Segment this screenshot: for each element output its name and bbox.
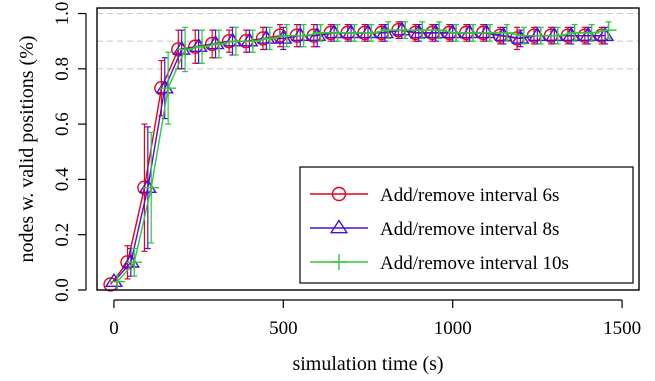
x-axis-title: simulation time (s) xyxy=(292,353,443,375)
legend-box xyxy=(299,166,634,284)
legend-label: Add/remove interval 8s xyxy=(380,219,559,240)
data-point-plus xyxy=(465,24,482,41)
data-point-plus xyxy=(549,27,566,44)
y-axis-title: nodes w. valid positions (%) xyxy=(16,35,38,262)
data-point-plus xyxy=(600,22,617,39)
x-tick-label: 0 xyxy=(109,318,119,339)
data-point-plus xyxy=(227,33,244,50)
data-point-plus xyxy=(532,27,549,44)
data-point-plus xyxy=(331,254,347,270)
data-point-plus xyxy=(346,24,363,41)
data-point-plus xyxy=(261,30,278,47)
data-point-plus xyxy=(278,27,295,44)
legend-entry: Add/remove interval 10s xyxy=(310,253,569,274)
x-tick-label: 500 xyxy=(269,318,298,339)
legend-label: Add/remove interval 10s xyxy=(380,253,569,274)
y-tick-label: 1.0 xyxy=(52,2,73,26)
data-point-plus xyxy=(380,22,397,39)
series-layer xyxy=(103,21,617,292)
y-axis: 0.0 0.2 0.4 0.6 0.8 1.0 xyxy=(52,2,87,302)
data-point-plus xyxy=(210,35,227,52)
data-point-plus xyxy=(143,179,160,196)
data-point-plus xyxy=(109,273,126,290)
y-tick-label: 0.0 xyxy=(52,278,73,302)
x-tick-label: 1500 xyxy=(603,318,641,339)
data-point-plus xyxy=(295,27,312,44)
data-point-plus xyxy=(126,254,143,271)
legend: Add/remove interval 6s Add/remove interva… xyxy=(299,166,634,284)
y-tick-label: 0.4 xyxy=(52,167,73,191)
series-3 xyxy=(109,21,617,290)
plot-frame xyxy=(96,7,640,291)
data-point-plus xyxy=(515,27,532,44)
data-point-plus xyxy=(363,24,380,41)
data-point-plus xyxy=(414,22,431,39)
legend-label: Add/remove interval 6s xyxy=(380,185,559,206)
data-point-plus xyxy=(498,24,515,41)
data-point-plus xyxy=(566,24,583,41)
y-tick-label: 0.2 xyxy=(52,223,73,247)
data-point-plus xyxy=(583,24,600,41)
legend-entry: Add/remove interval 6s xyxy=(310,185,559,206)
data-point-plus xyxy=(481,24,498,41)
data-point-plus xyxy=(448,24,465,41)
data-point-plus xyxy=(431,22,448,39)
data-point-plus xyxy=(244,33,261,50)
data-point-plus xyxy=(177,41,194,58)
y-tick-label: 0.6 xyxy=(52,112,73,136)
data-point-circle xyxy=(331,186,347,202)
data-point-plus xyxy=(160,80,177,97)
data-point-plus xyxy=(329,24,346,41)
x-tick-label: 1000 xyxy=(434,318,472,339)
data-point-plus xyxy=(194,38,211,55)
y-tick-label: 0.8 xyxy=(52,57,73,81)
x-axis: 0 500 1000 1500 xyxy=(109,299,641,339)
legend-entry: Add/remove interval 8s xyxy=(310,219,559,240)
data-point-plus xyxy=(397,22,414,39)
data-point-plus xyxy=(312,24,329,41)
data-point-triangle xyxy=(329,219,349,234)
